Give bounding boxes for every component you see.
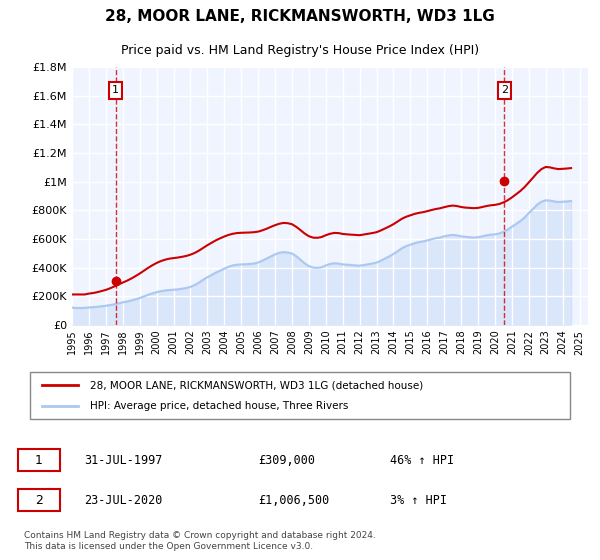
Text: 28, MOOR LANE, RICKMANSWORTH, WD3 1LG: 28, MOOR LANE, RICKMANSWORTH, WD3 1LG xyxy=(105,10,495,24)
Text: £1,006,500: £1,006,500 xyxy=(258,493,329,507)
Text: 23-JUL-2020: 23-JUL-2020 xyxy=(84,493,163,507)
FancyBboxPatch shape xyxy=(18,489,60,511)
Text: 46% ↑ HPI: 46% ↑ HPI xyxy=(390,454,454,466)
Text: 2: 2 xyxy=(35,493,43,507)
Text: 1: 1 xyxy=(35,454,43,466)
Text: £309,000: £309,000 xyxy=(258,454,315,466)
Text: HPI: Average price, detached house, Three Rivers: HPI: Average price, detached house, Thre… xyxy=(90,401,349,410)
FancyBboxPatch shape xyxy=(30,372,570,419)
Text: 1: 1 xyxy=(112,85,119,95)
Text: Price paid vs. HM Land Registry's House Price Index (HPI): Price paid vs. HM Land Registry's House … xyxy=(121,44,479,57)
FancyBboxPatch shape xyxy=(18,450,60,470)
Text: 3% ↑ HPI: 3% ↑ HPI xyxy=(390,493,447,507)
Text: 2: 2 xyxy=(501,85,508,95)
Text: 28, MOOR LANE, RICKMANSWORTH, WD3 1LG (detached house): 28, MOOR LANE, RICKMANSWORTH, WD3 1LG (d… xyxy=(90,380,423,390)
Text: Contains HM Land Registry data © Crown copyright and database right 2024.
This d: Contains HM Land Registry data © Crown c… xyxy=(24,531,376,551)
Text: 31-JUL-1997: 31-JUL-1997 xyxy=(84,454,163,466)
